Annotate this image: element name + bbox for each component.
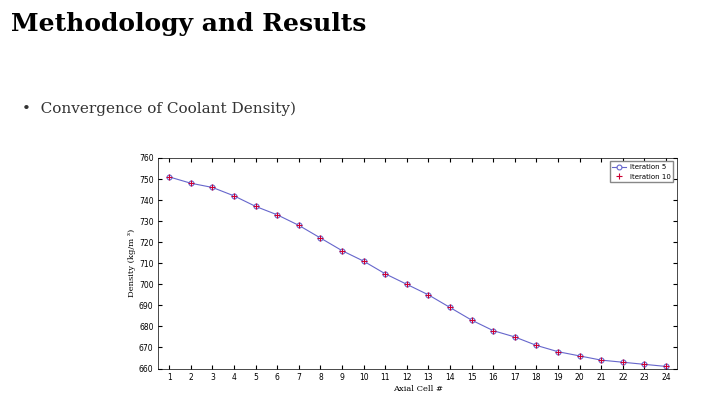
Iteration 10 [186,181,195,185]
Iteration 10 [510,335,519,339]
Iteration 10 [618,360,627,364]
Text: Methodology and Results: Methodology and Results [11,12,366,36]
Iteration 10 [575,354,584,358]
Iteration 5 [424,292,433,297]
Iteration 10 [316,236,325,241]
Iteration 10 [208,185,217,190]
Iteration 5 [402,282,411,287]
Iteration 5 [230,194,238,198]
Iteration 5 [359,259,368,264]
Iteration 10 [532,343,541,348]
Iteration 10 [165,175,174,179]
Iteration 10 [467,318,476,322]
Iteration 10 [381,271,390,276]
Iteration 5 [316,236,325,241]
Iteration 10 [251,204,260,209]
Iteration 5 [338,248,346,253]
Iteration 10 [554,349,562,354]
X-axis label: Axial Cell #: Axial Cell # [392,385,443,393]
Iteration 10 [402,282,411,287]
Iteration 10 [294,223,303,228]
Iteration 5 [597,358,606,362]
Iteration 5 [640,362,649,367]
Iteration 10 [640,362,649,367]
Iteration 5 [618,360,627,364]
Iteration 10 [273,212,282,217]
Iteration 5 [662,364,670,369]
Iteration 10 [662,364,670,369]
Iteration 5 [273,212,282,217]
Line: Iteration 5: Iteration 5 [167,175,668,369]
Iteration 5 [554,349,562,354]
Line: Iteration 10: Iteration 10 [166,174,669,370]
Iteration 10 [597,358,606,362]
Iteration 5 [510,335,519,339]
Iteration 10 [424,292,433,297]
Iteration 10 [446,305,454,310]
Iteration 5 [165,175,174,179]
Iteration 5 [489,328,498,333]
Y-axis label: Density (kg/m ³): Density (kg/m ³) [128,229,136,297]
Iteration 5 [251,204,260,209]
Iteration 5 [381,271,390,276]
Iteration 5 [467,318,476,322]
Iteration 5 [186,181,195,185]
Iteration 10 [359,259,368,264]
Iteration 10 [230,194,238,198]
Iteration 5 [294,223,303,228]
Iteration 5 [208,185,217,190]
Text: •  Convergence of Coolant Density): • Convergence of Coolant Density) [22,101,296,116]
Iteration 5 [575,354,584,358]
Iteration 5 [446,305,454,310]
Iteration 10 [489,328,498,333]
Iteration 5 [532,343,541,348]
Legend: Iteration 5, Iteration 10: Iteration 5, Iteration 10 [610,162,673,182]
Iteration 10 [338,248,346,253]
